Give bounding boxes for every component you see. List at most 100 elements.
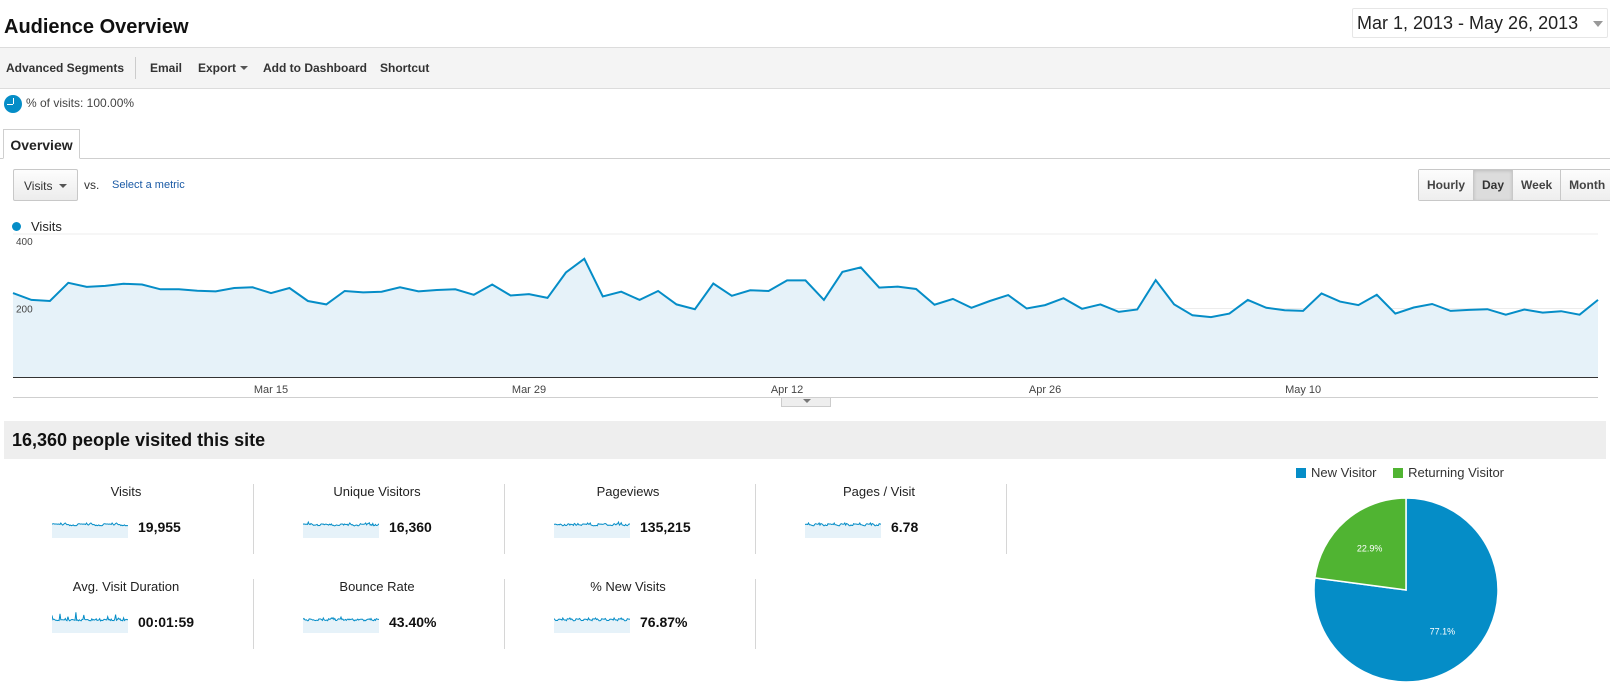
sparkline-fill (554, 618, 630, 633)
metric-value: 135,215 (640, 519, 691, 535)
y-tick-label: 200 (16, 305, 33, 316)
summary-headline: 16,360 people visited this site (4, 421, 1606, 459)
metric-label: Unique Visitors (333, 484, 421, 499)
x-tick-label: Mar 29 (512, 384, 546, 396)
metric-divider (504, 484, 505, 554)
metric-divider (1006, 484, 1007, 554)
email-button[interactable]: Email (150, 61, 183, 75)
legend-item-returning-visitor[interactable]: Returning Visitor (1393, 465, 1504, 480)
sparkline-line (303, 520, 379, 527)
sparkline (554, 616, 630, 633)
metric-select[interactable]: Visits (13, 169, 78, 201)
chevron-down-icon (59, 184, 67, 188)
sparkline-fill (554, 522, 630, 538)
metric-label: Bounce Rate (339, 579, 415, 594)
segment-pie-icon (4, 95, 22, 113)
date-range-text: Mar 1, 2013 - May 26, 2013 (1357, 13, 1579, 33)
metric-value: 76.87% (640, 614, 688, 630)
chevron-down-icon (240, 66, 249, 70)
page-title: Audience Overview (4, 16, 189, 38)
x-tick-label: May 10 (1285, 384, 1321, 396)
x-tick-label: Apr 12 (771, 384, 803, 396)
export-button[interactable]: Export (198, 61, 249, 75)
metric-label: Avg. Visit Duration (72, 579, 180, 594)
advanced-segments-button[interactable]: Advanced Segments (6, 61, 125, 75)
visitor-type-pie-chart[interactable]: 77.1% 22.9% (1308, 492, 1504, 688)
chart-legend: Visits (12, 219, 62, 234)
sparkline-line (303, 615, 379, 622)
y-tick-label: 400 (16, 237, 33, 248)
pie-legend: New Visitor Returning Visitor (1296, 465, 1517, 480)
metric-new-visits-pct[interactable]: % New Visits 76.87% (502, 579, 754, 651)
metric-unique-visitors[interactable]: Unique Visitors 16,360 (251, 484, 503, 556)
segment-label: % of visits: 100.00% (26, 96, 135, 111)
metric-divider (755, 484, 756, 554)
x-tick-label: Mar 15 (254, 384, 288, 396)
sparkline (303, 520, 379, 538)
sparkline (52, 612, 128, 633)
metric-bounce-rate[interactable]: Bounce Rate 43.40% (251, 579, 503, 651)
legend-swatch-icon (1296, 468, 1306, 478)
pie-slice-label: 22.9% (1357, 544, 1383, 554)
sparkline (52, 522, 128, 538)
metric-label: % New Visits (590, 579, 666, 594)
sparkline-line (52, 522, 128, 527)
report-toolbar: Advanced Segments Email Export Add to Da… (0, 47, 1610, 89)
metric-value: 00:01:59 (138, 614, 195, 630)
legend-item-new-visitor[interactable]: New Visitor (1296, 465, 1377, 480)
date-range-picker[interactable]: Mar 1, 2013 - May 26, 2013 (1352, 8, 1608, 38)
metric-label: Pages / Visit (842, 484, 916, 499)
legend-dot-icon (12, 222, 21, 231)
interval-hourly-button[interactable]: Hourly (1419, 170, 1474, 200)
tab-overview[interactable]: Overview (3, 129, 80, 159)
tab-divider (0, 158, 1610, 159)
pie-slice[interactable] (1313, 497, 1407, 591)
sparkline-line (805, 521, 881, 527)
shortcut-button[interactable]: Shortcut (380, 61, 430, 75)
export-label: Export (198, 61, 237, 75)
interval-selector: Hourly Day Week Month (1418, 169, 1610, 201)
visits-area-fill (13, 258, 1598, 377)
vs-label: vs. (84, 178, 100, 192)
segment-indicator: % of visits: 100.00% (4, 95, 134, 113)
sparkline-fill (805, 523, 881, 538)
metric-visits[interactable]: Visits 19,955 (0, 484, 252, 556)
legend-swatch-icon (1393, 468, 1404, 478)
metric-pageviews[interactable]: Pageviews 135,215 (502, 484, 754, 556)
legend-label: Returning Visitor (1408, 465, 1505, 480)
sparkline (303, 615, 379, 633)
sparkline-line (52, 612, 128, 622)
legend-series-name: Visits (31, 219, 62, 234)
sparkline-fill (52, 612, 128, 633)
metric-label: Pageviews (596, 484, 660, 499)
sparkline-fill (52, 523, 128, 538)
visits-line-chart[interactable]: 200 400 Mar 15 Mar 29 Apr 12 Apr 26 May 10 (0, 230, 1610, 400)
metric-pages-per-visit[interactable]: Pages / Visit 6.78 (753, 484, 1005, 556)
metric-select-label: Visits (24, 179, 53, 193)
visits-series-line (12, 257, 1599, 319)
metric-divider (504, 579, 505, 649)
chart-resize-handle[interactable] (781, 398, 831, 407)
legend-label: New Visitor (1311, 465, 1377, 480)
chevron-down-icon (1593, 21, 1603, 27)
interval-week-button[interactable]: Week (1512, 170, 1561, 200)
metric-avg-visit-duration[interactable]: Avg. Visit Duration 00:01:59 (0, 579, 252, 651)
sparkline-fill (303, 617, 379, 633)
toolbar-divider (135, 57, 136, 79)
metric-value: 16,360 (389, 519, 432, 535)
sparkline-line (554, 616, 630, 622)
sparkline-fill (303, 522, 379, 538)
interval-day-button[interactable]: Day (1473, 170, 1513, 200)
select-metric-link[interactable]: Select a metric (112, 179, 185, 191)
metric-value: 19,955 (138, 519, 181, 535)
x-tick-label: Apr 26 (1029, 384, 1061, 396)
metric-divider (253, 484, 254, 554)
sparkline (805, 521, 881, 538)
metric-value: 6.78 (891, 519, 919, 535)
sparkline (554, 520, 630, 538)
pie-slice-label: 77.1% (1430, 627, 1456, 637)
interval-month-button[interactable]: Month (1560, 170, 1610, 200)
metric-value: 43.40% (389, 614, 437, 630)
metric-divider (755, 579, 756, 649)
add-to-dashboard-button[interactable]: Add to Dashboard (263, 61, 367, 75)
